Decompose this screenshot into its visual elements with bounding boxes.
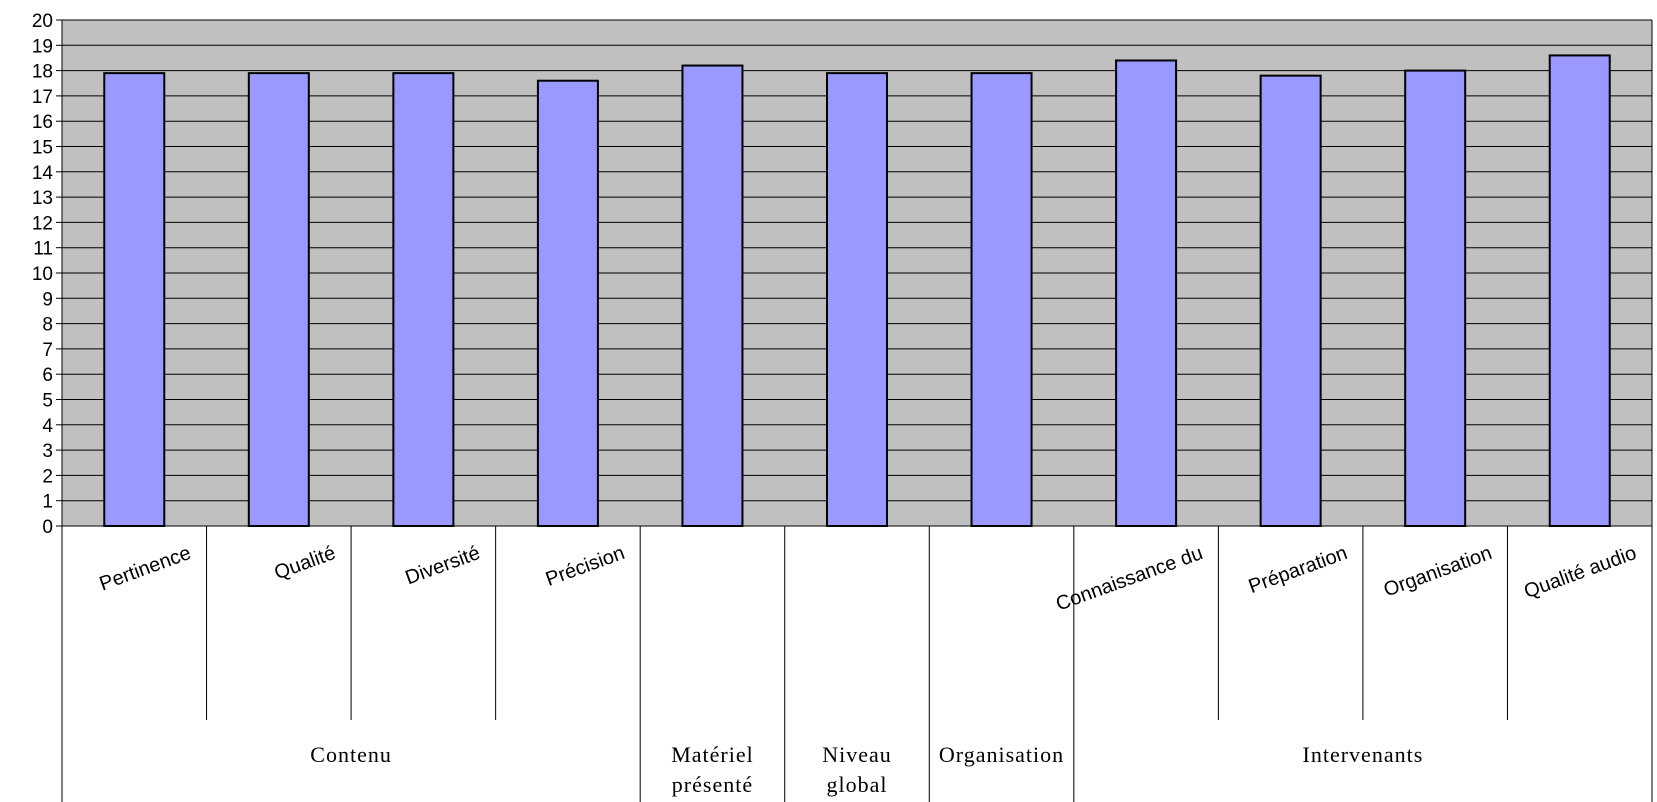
bar <box>1404 69 1467 527</box>
y-tick-label: 7 <box>42 340 53 361</box>
y-tick-label: 17 <box>32 87 53 108</box>
bar <box>392 72 455 527</box>
bar <box>681 64 744 527</box>
category-labels: Pertinence Qualité Diversité Précision Conna… <box>97 542 1640 616</box>
y-tick-label: 11 <box>33 239 53 260</box>
x-category-label: Connaissance du <box>1053 542 1206 616</box>
y-tick-label: 18 <box>32 62 53 83</box>
y-tick-label: 5 <box>42 391 53 412</box>
axes <box>61 20 1653 802</box>
y-tick-label: 4 <box>42 416 53 437</box>
y-tick-label: 6 <box>42 365 53 386</box>
y-tick-label: 8 <box>42 315 53 336</box>
x-group-label: global <box>827 772 888 797</box>
x-group-label: Contenu <box>310 742 392 767</box>
y-tick-label: 15 <box>32 138 53 159</box>
x-category-label: Diversité <box>402 542 483 589</box>
x-category-label: Pertinence <box>97 542 194 595</box>
x-group-label: Intervenants <box>1303 742 1424 767</box>
y-tick-label: 19 <box>32 36 53 57</box>
x-group-label: présenté <box>672 772 753 797</box>
y-tick-label: 16 <box>32 112 53 133</box>
bar <box>970 72 1033 527</box>
y-tick-label: 1 <box>42 492 53 513</box>
x-group-label: Organisation <box>939 742 1064 767</box>
bar <box>1115 59 1178 527</box>
y-tick-label: 14 <box>32 163 54 184</box>
x-group-label: Niveau <box>822 742 892 767</box>
bar <box>1259 74 1322 527</box>
x-category-label: Préparation <box>1246 542 1351 598</box>
y-tick-label: 10 <box>32 264 53 285</box>
y-tick-label: 12 <box>32 213 53 234</box>
x-group-label: Matériel <box>671 742 754 767</box>
bar <box>1548 54 1611 527</box>
x-category-label: Précision <box>543 542 628 591</box>
y-tick-label: 3 <box>42 441 53 462</box>
y-tick-label: 13 <box>32 188 53 209</box>
x-category-label: Qualité <box>271 542 338 584</box>
group-labels: Contenu Matériel présenté Niveau global Organ… <box>310 742 1424 797</box>
bar <box>247 72 310 527</box>
y-tick-label: 20 <box>32 11 53 32</box>
bars <box>103 54 1611 527</box>
bar <box>826 72 888 527</box>
bar <box>103 72 166 527</box>
bar <box>536 79 599 527</box>
y-tick-label: 2 <box>42 466 53 487</box>
x-category-label: Qualité audio <box>1521 542 1639 603</box>
y-tick-label: 0 <box>42 517 53 538</box>
y-tick-label: 9 <box>42 289 53 310</box>
x-category-label: Organisation <box>1381 542 1495 601</box>
